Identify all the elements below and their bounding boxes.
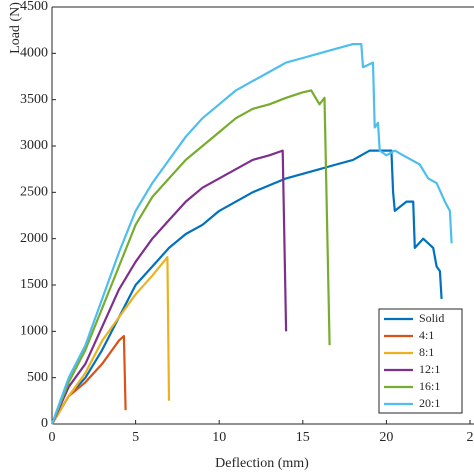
x-tick-label: 20 [379,430,393,445]
y-tick-label: 3000 [20,138,48,153]
x-tick-label: 2 [467,430,474,445]
x-tick-label: 10 [212,430,226,445]
legend-label: 12:1 [419,362,440,376]
y-tick-label: 0 [41,416,48,431]
line-series [50,89,331,425]
legend-label: Solid [419,311,444,325]
y-tick-label: 2000 [20,231,48,246]
y-axis-label: Load (N) [8,2,23,54]
y-tick-label: 3500 [20,92,48,107]
x-tick-label: 5 [132,430,139,445]
legend-label: 8:1 [419,345,434,359]
line-series [51,149,443,425]
legend-box [378,308,463,414]
y-tick-label: 500 [27,370,48,385]
y-tick-label: 4000 [20,46,48,61]
y-tick-label: 2500 [20,185,48,200]
x-axis-label: Deflection (mm) [215,456,309,471]
legend-label: 20:1 [419,396,440,410]
line-series [51,256,171,425]
x-tick-label: 0 [49,430,56,445]
y-tick-label: 1500 [20,277,48,292]
line-series [51,334,127,425]
y-tick-label: 1000 [20,324,48,339]
legend-label: 16:1 [419,379,440,393]
line-series [50,149,288,425]
legend-label: 4:1 [419,328,434,342]
line-series [50,43,453,425]
x-tick-label: 15 [296,430,310,445]
y-tick-label: 4500 [20,0,48,14]
